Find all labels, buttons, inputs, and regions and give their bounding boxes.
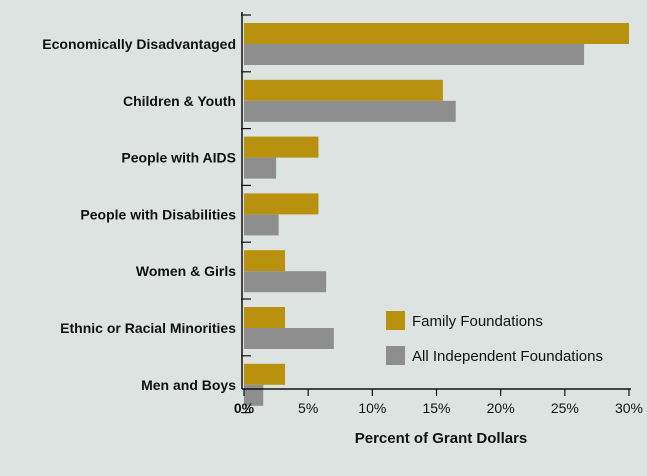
legend-label: All Independent Foundations (412, 348, 603, 365)
category-label: Ethnic or Racial Minorities (60, 320, 236, 336)
category-label: People with Disabilities (80, 206, 236, 222)
x-tick-label: 10% (358, 400, 386, 416)
x-axis-title: Percent of Grant Dollars (355, 430, 528, 447)
bar-independent-0 (244, 44, 585, 65)
category-label: Men and Boys (141, 377, 236, 393)
bar-independent-5 (244, 328, 334, 349)
bar-independent-3 (244, 214, 279, 236)
category-label: Women & Girls (136, 263, 236, 279)
bar-family-6 (244, 363, 286, 385)
x-tick-label: 5% (298, 400, 318, 416)
x-tick-label: 0% (234, 400, 255, 416)
bar-family-5 (244, 307, 286, 328)
bar-independent-2 (244, 157, 277, 179)
bar-independent-1 (244, 100, 456, 122)
bars-group (244, 23, 629, 406)
category-label: People with AIDS (121, 150, 236, 166)
legend-swatch (386, 346, 405, 365)
category-labels: Economically Disadvantaged Children & You… (42, 36, 236, 393)
x-tick-label: 30% (615, 400, 643, 416)
category-label: Children & Youth (123, 93, 236, 109)
bar-family-1 (244, 79, 443, 101)
bar-independent-4 (244, 271, 327, 293)
x-tick-label: 15% (422, 400, 450, 416)
legend: Family Foundations All Independent Founda… (386, 311, 603, 365)
bar-family-2 (244, 136, 319, 158)
bar-independent-6 (244, 384, 264, 406)
bar-family-4 (244, 250, 286, 272)
x-tick-label: 20% (487, 400, 515, 416)
x-tick-label: 25% (551, 400, 579, 416)
axes-group (241, 12, 631, 414)
bar-family-0 (244, 23, 629, 44)
bar-family-3 (244, 193, 319, 215)
x-tick-labels: 0% 5% 10% 15% 20% 25% 30% (234, 400, 643, 416)
legend-label: Family Foundations (412, 313, 543, 330)
category-label: Economically Disadvantaged (42, 36, 236, 52)
legend-swatch (386, 311, 405, 330)
